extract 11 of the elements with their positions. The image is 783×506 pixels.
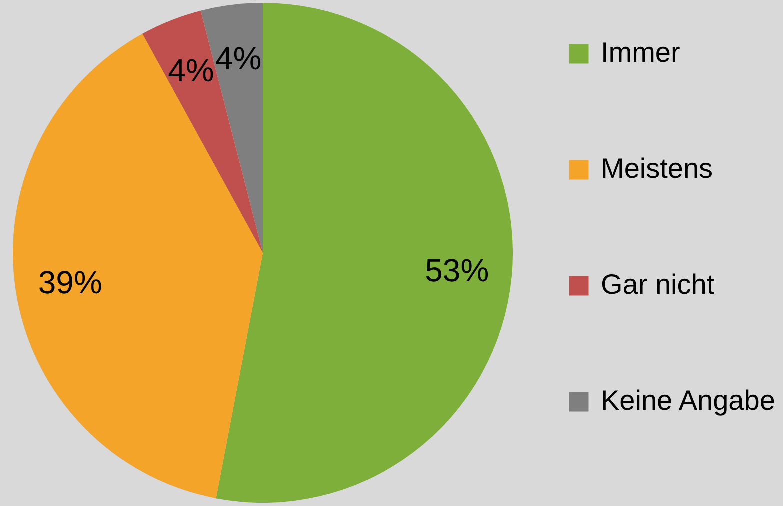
data-label: 53% xyxy=(425,252,490,288)
legend-label: Gar nicht xyxy=(601,269,715,300)
legend-label: Meistens xyxy=(601,153,714,184)
data-label: 4% xyxy=(168,52,214,89)
data-label: 4% xyxy=(215,40,262,77)
legend-label: Immer xyxy=(601,37,680,68)
pie-slice xyxy=(142,10,263,253)
pie-slice xyxy=(13,34,263,499)
legend-label: Keine Angabe xyxy=(601,385,776,416)
data-label: 39% xyxy=(38,264,102,301)
pie-slice xyxy=(216,3,513,503)
